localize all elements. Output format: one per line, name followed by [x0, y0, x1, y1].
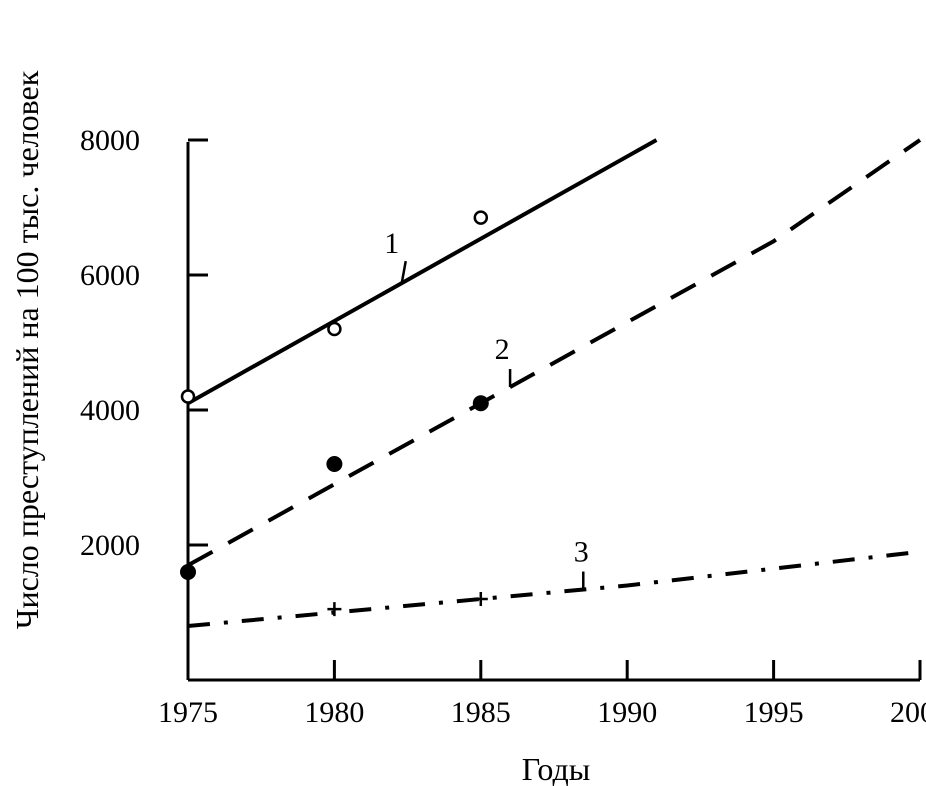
series-group: 1 2 3 — [180, 138, 922, 628]
axes — [186, 142, 920, 682]
series-1-point — [327, 321, 342, 337]
x-tick-label: 1985 — [451, 696, 511, 729]
series-1-label: 1 — [384, 227, 399, 260]
series-3-line — [187, 549, 921, 628]
series-2-point — [326, 456, 343, 472]
y-ticks: 2000 4000 6000 8000 — [80, 124, 208, 562]
series-2-label: 2 — [495, 333, 510, 366]
x-tick-label: 1990 — [597, 696, 657, 729]
x-tick-label: 1995 — [744, 696, 804, 729]
y-tick-label: 6000 — [80, 259, 140, 292]
y-tick-label: 2000 — [80, 529, 140, 562]
x-tick-label: 1975 — [158, 696, 218, 729]
series-3-point — [327, 602, 342, 617]
y-tick-label: 8000 — [80, 124, 140, 157]
x-ticks: 1975 1980 1985 1990 1995 2000 — [158, 660, 926, 729]
series-1-label-pointer — [400, 260, 407, 284]
series-1-point — [180, 389, 196, 404]
x-tick-label: 2000 — [890, 696, 926, 729]
series-2-point — [180, 564, 196, 580]
series-2-line — [187, 138, 922, 568]
x-axis-label: Годы — [522, 751, 591, 786]
x-tick-label: 1980 — [304, 696, 364, 729]
series-1-point — [473, 210, 489, 225]
y-axis-label: Число преступлений на 100 тыс. человек — [9, 70, 45, 629]
y-tick-label: 4000 — [80, 394, 140, 427]
series-3-point — [473, 592, 488, 606]
series-3-label: 3 — [574, 536, 589, 569]
series-1-line — [187, 138, 658, 405]
series-2-point — [472, 395, 489, 412]
